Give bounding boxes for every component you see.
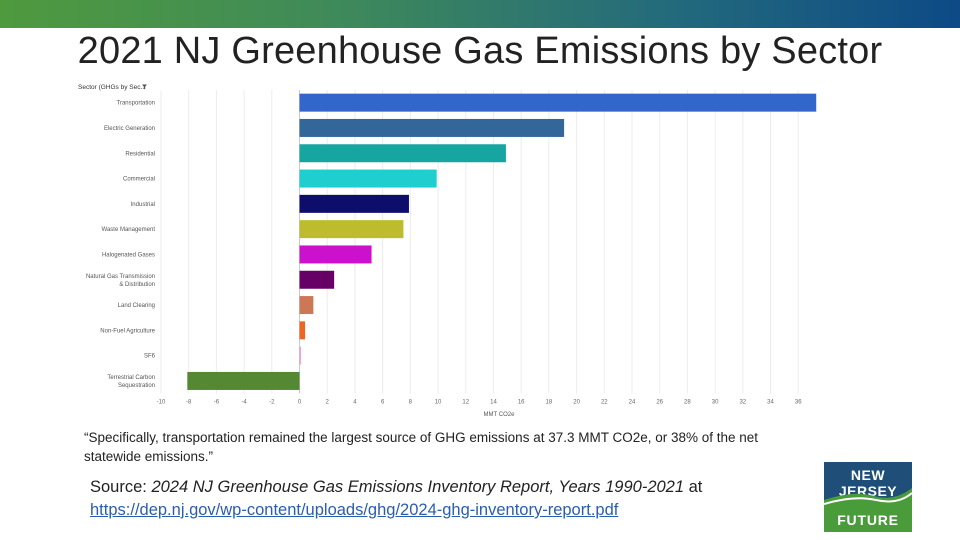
x-tick-label: -8 [186, 400, 192, 406]
category-label: SF6 [144, 354, 156, 360]
x-tick-label: -4 [241, 400, 247, 406]
category-label: Electric Generation [104, 126, 155, 132]
x-tick-label: 18 [546, 400, 553, 406]
x-tick-label: 28 [684, 400, 691, 406]
x-tick-label: 0 [298, 400, 302, 406]
source-prefix: Source: [90, 478, 152, 496]
bar[interactable] [299, 194, 409, 213]
bar[interactable] [299, 93, 817, 112]
bar[interactable] [299, 144, 506, 163]
bar[interactable] [299, 321, 306, 340]
x-tick-label: 34 [767, 400, 774, 406]
x-tick-label: 26 [656, 400, 663, 406]
logo-wave-icon [824, 488, 912, 510]
x-tick-label: 16 [518, 400, 525, 406]
logo-line1: NEW JERSEY [838, 467, 898, 499]
logo-bottom-panel: FUTURE [824, 508, 912, 532]
x-tick-label: 14 [490, 400, 497, 406]
x-tick-label: 12 [462, 400, 469, 406]
x-axis-title: MMT CO2e [484, 412, 516, 418]
x-tick-label: 6 [381, 400, 385, 406]
bar[interactable] [187, 371, 300, 390]
x-tick-label: 32 [739, 400, 746, 406]
category-label: Non-Fuel Agriculture [100, 328, 155, 334]
x-tick-label: 2 [326, 400, 330, 406]
x-tick-label: 10 [435, 400, 442, 406]
axis-header: Sector (GHGs by Sec.. [78, 84, 144, 91]
bar[interactable] [299, 270, 335, 289]
source-report-title: 2024 NJ Greenhouse Gas Emissions Invento… [151, 478, 685, 496]
source-at: at [684, 478, 703, 496]
category-label: Residential [125, 151, 155, 157]
category-label: Industrial [131, 202, 155, 208]
new-jersey-future-logo: NEW JERSEY FUTURE [824, 462, 912, 532]
x-tick-label: 4 [353, 400, 357, 406]
category-label: Transportation [117, 101, 155, 107]
bar[interactable] [299, 118, 565, 137]
bar[interactable] [299, 169, 437, 188]
x-tick-label: 20 [573, 400, 580, 406]
bar[interactable] [299, 296, 314, 315]
quote-text: “Specifically, transportation remained t… [84, 430, 759, 464]
filter-icon[interactable] [142, 84, 147, 90]
category-label: Land Clearing [118, 303, 155, 309]
x-tick-label: 8 [409, 400, 413, 406]
bar[interactable] [299, 245, 372, 264]
category-label: Terrestrial Carbon Sequestration [107, 375, 155, 389]
category-label: Natural Gas Transmission & Distribution [86, 274, 155, 288]
logo-line2: FUTURE [837, 512, 899, 528]
x-tick-label: 24 [629, 400, 636, 406]
x-tick-label: -10 [157, 400, 166, 406]
category-label: Halogenated Gases [102, 252, 155, 258]
header-band [0, 0, 960, 28]
x-tick-label: 30 [712, 400, 719, 406]
category-label: Commercial [123, 177, 155, 183]
slide-title: 2021 NJ Greenhouse Gas Emissions by Sect… [77, 30, 883, 72]
bar[interactable] [299, 346, 301, 365]
x-tick-label: 36 [795, 400, 802, 406]
bar[interactable] [299, 220, 404, 239]
x-tick-label: -2 [269, 400, 275, 406]
source-citation: Source: 2024 NJ Greenhouse Gas Emissions… [90, 476, 810, 522]
category-label: Waste Management [102, 227, 156, 233]
x-tick-label: 22 [601, 400, 608, 406]
source-link[interactable]: https://dep.nj.gov/wp-content/uploads/gh… [90, 501, 619, 519]
x-tick-label: -6 [214, 400, 220, 406]
